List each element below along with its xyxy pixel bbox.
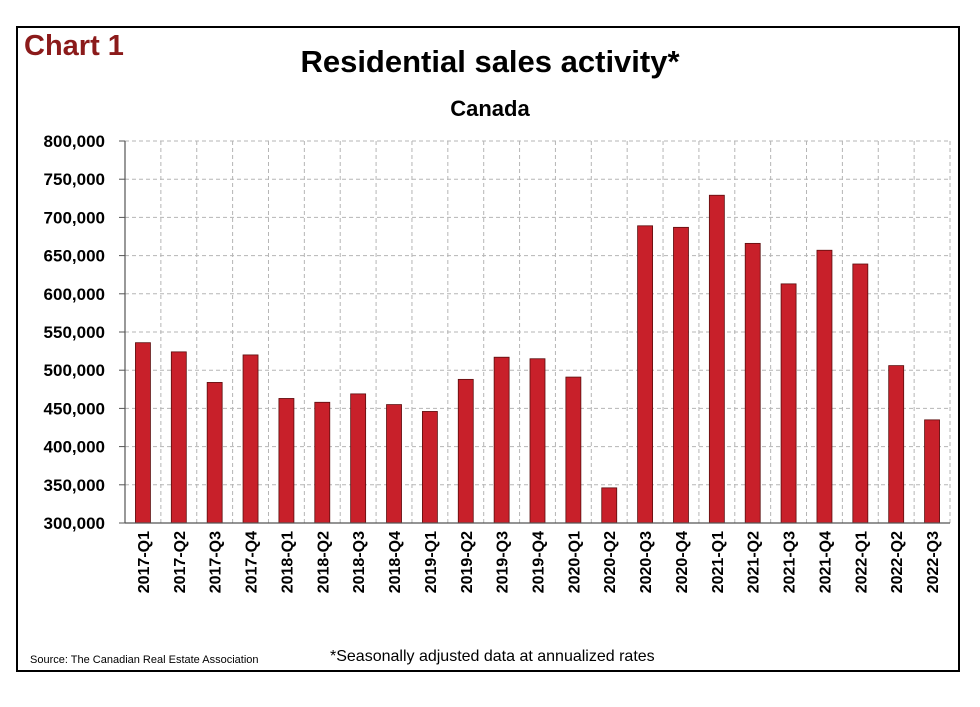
bar [780,283,797,524]
bar [565,376,582,524]
bar [888,365,905,524]
x-tick-label: 2020-Q1 [566,531,583,593]
x-tick-label: 2017-Q1 [136,531,153,593]
y-tick-label: 500,000 [44,361,105,380]
bar [135,342,151,524]
footnote: *Seasonally adjusted data at annualized … [330,648,655,665]
bar [170,351,187,524]
bar [278,398,295,524]
bar [744,242,761,524]
chart-title: Residential sales activity* [300,44,680,79]
bar [708,194,725,524]
y-tick-label: 700,000 [44,208,105,227]
x-tick-label: 2017-Q4 [244,531,261,593]
bar [421,411,438,524]
bar [529,358,546,524]
bar [493,356,510,524]
x-tick-label: 2018-Q2 [315,531,332,593]
x-tick-label: 2021-Q2 [746,531,763,593]
x-tick-label: 2017-Q3 [208,531,225,593]
x-tick-labels: 2017-Q1 2017-Q2 2017-Q3 2017-Q4 2018-Q1 2018-… [136,531,942,593]
bar [350,393,367,524]
y-tick-label: 650,000 [44,247,105,266]
y-tick-labels: 300,000 350,000 400,000 450,000 500,000 550,0… [44,132,105,533]
bar [924,419,940,524]
bars [135,194,940,524]
x-tick-label: 2018-Q3 [351,531,368,593]
x-tick-label: 2021-Q4 [817,531,834,593]
x-tick-label: 2020-Q4 [674,531,691,593]
x-tick-label: 2018-Q1 [279,531,296,593]
y-tick-label: 800,000 [44,132,105,151]
y-tick-label: 750,000 [44,170,105,189]
chart-subtitle: Canada [450,96,530,121]
x-tick-label: 2021-Q1 [710,531,727,593]
y-tick-label: 550,000 [44,323,105,342]
x-tick-label: 2018-Q4 [387,531,404,593]
bar [601,487,618,524]
chart-number-label: Chart 1 [24,30,124,62]
x-tick-label: 2019-Q2 [459,531,476,593]
x-tick-label: 2021-Q3 [782,531,799,593]
x-tick-label: 2022-Q3 [925,531,942,593]
y-tick-label: 300,000 [44,514,105,533]
y-tick-label: 400,000 [44,438,105,457]
gridlines [125,140,951,523]
bar [637,225,654,524]
x-tick-label: 2019-Q3 [495,531,512,593]
x-tick-label: 2020-Q3 [638,531,655,593]
y-tick-label: 350,000 [44,476,105,495]
bar [852,263,869,524]
bar [386,404,402,524]
chart-frame [16,26,960,672]
bar [673,226,689,524]
x-tick-label: 2022-Q1 [853,531,870,593]
y-tick-label: 450,000 [44,399,105,418]
axes [119,140,950,524]
y-tick-label: 600,000 [44,285,105,304]
bar [816,249,833,524]
source-note: Source: The Canadian Real Estate Associa… [30,654,259,666]
bar [206,382,223,524]
x-tick-label: 2022-Q2 [889,531,906,593]
bar [314,401,331,524]
bar [457,378,474,524]
x-tick-label: 2019-Q4 [531,531,548,593]
bar [242,354,259,524]
x-tick-label: 2020-Q2 [602,531,619,593]
x-tick-label: 2019-Q1 [423,531,440,593]
x-tick-label: 2017-Q2 [172,531,189,593]
